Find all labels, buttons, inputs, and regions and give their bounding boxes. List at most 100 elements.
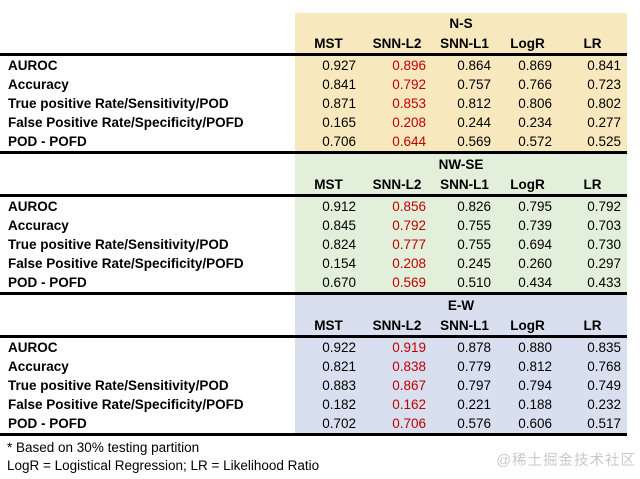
value-cell: 0.878 [457,340,491,355]
value-cell: 0.927 [322,58,356,73]
column-header-lr: LR [558,315,628,338]
column-header-row: MST SNN-L2 SNN-L1 LogR LR [0,174,628,197]
watermark: @稀土掘金技术社区 [496,453,636,469]
value-cell-highlighted: 0.856 [392,199,426,214]
metric-label: POD - POFD [0,132,295,154]
value-cell: 0.702 [295,414,362,436]
value-cell: 0.794 [518,378,552,393]
value-cell-highlighted: 0.896 [392,58,426,73]
table-row: Accuracy 0.845 0.792 0.755 0.739 0.703 [0,216,627,235]
value-cell: 0.517 [558,414,628,436]
metric-label: Accuracy [0,357,295,376]
table-row: POD - POFD 0.706 0.644 0.569 0.572 0.525 [0,132,628,154]
value-cell-highlighted: 0.208 [392,256,426,271]
value-cell: 0.749 [587,378,622,393]
value-cell: 0.841 [322,77,356,92]
value-cell: 0.912 [322,199,356,214]
metric-label: POD - POFD [0,273,295,295]
section-ns: N-S MST SNN-L2 SNN-L1 LogR LR AUROC 0.92… [0,13,628,154]
value-cell: 0.812 [457,96,491,111]
value-cell: 0.768 [587,359,622,374]
table-row: Accuracy 0.821 0.838 0.779 0.812 0.768 [0,357,627,376]
value-cell: 0.165 [322,115,356,130]
column-header-logr: LogR [497,315,558,338]
column-header-row: MST SNN-L2 SNN-L1 LogR LR [0,315,628,338]
value-cell: 0.723 [587,77,622,92]
column-header-mst: MST [295,174,362,197]
column-header-lr: LR [558,174,628,197]
value-cell-highlighted: 0.792 [392,218,426,233]
value-cell: 0.694 [518,237,552,252]
value-cell-highlighted: 0.919 [392,340,426,355]
metric-label: True positive Rate/Sensitivity/POD [0,94,295,113]
section-title-row: E-W [0,293,627,315]
value-cell: 0.510 [432,273,497,295]
value-cell-highlighted: 0.867 [392,378,426,393]
value-cell: 0.869 [518,58,552,73]
metric-label: AUROC [0,195,295,216]
column-header-mst: MST [295,33,362,56]
column-header-logr: LogR [497,174,558,197]
column-header-logr: LogR [497,33,558,56]
value-cell: 0.797 [457,378,491,393]
value-cell: 0.864 [457,58,491,73]
metric-label: True positive Rate/Sensitivity/POD [0,376,295,395]
footnote-testing-partition: * Based on 30% testing partition [7,440,200,455]
value-cell: 0.606 [497,414,558,436]
value-cell-highlighted: 0.706 [362,414,432,436]
column-header-snn-l2: SNN-L2 [362,33,432,56]
value-cell: 0.232 [587,397,622,412]
value-cell: 0.757 [457,77,491,92]
value-cell: 0.739 [518,218,552,233]
table-row: True positive Rate/Sensitivity/POD 0.871… [0,94,627,113]
value-cell: 0.766 [518,77,552,92]
value-cell: 0.880 [518,340,552,355]
table-row: Accuracy 0.841 0.792 0.757 0.766 0.723 [0,75,627,94]
spacer-cell [0,293,295,315]
value-cell: 0.795 [518,199,552,214]
value-cell: 0.845 [322,218,356,233]
column-header-snn-l2: SNN-L2 [362,174,432,197]
value-cell: 0.821 [322,359,356,374]
value-cell-highlighted: 0.777 [392,237,426,252]
spacer-cell [0,33,295,56]
value-cell-highlighted: 0.853 [392,96,426,111]
section-nw-se: NW-SE MST SNN-L2 SNN-L1 LogR LR AUROC 0.… [0,152,628,295]
value-cell: 0.260 [518,256,552,271]
value-cell: 0.182 [322,397,356,412]
value-cell: 0.871 [322,96,356,111]
column-header-row: MST SNN-L2 SNN-L1 LogR LR [0,33,628,56]
value-cell: 0.802 [587,96,622,111]
value-cell: 0.154 [322,256,356,271]
table-row: False Positive Rate/Specificity/POFD 0.1… [0,113,627,132]
section-title: N-S [449,15,473,31]
value-cell: 0.576 [432,414,497,436]
value-cell: 0.433 [558,273,628,295]
column-header-snn-l1: SNN-L1 [432,174,497,197]
value-cell: 0.824 [322,237,356,252]
column-header-lr: LR [558,33,628,56]
table-row: False Positive Rate/Specificity/POFD 0.1… [0,395,627,414]
column-header-snn-l1: SNN-L1 [432,315,497,338]
metric-label: False Positive Rate/Specificity/POFD [0,113,295,132]
table-row: False Positive Rate/Specificity/POFD 0.1… [0,254,627,273]
value-cell: 0.670 [295,273,362,295]
metric-label: AUROC [0,54,295,75]
value-cell: 0.806 [518,96,552,111]
table-row: True positive Rate/Sensitivity/POD 0.824… [0,235,627,254]
spacer-cell [0,13,295,33]
metric-label: True positive Rate/Sensitivity/POD [0,235,295,254]
value-cell-highlighted: 0.792 [392,77,426,92]
column-header-snn-l1: SNN-L1 [432,33,497,56]
value-cell: 0.277 [587,115,622,130]
metric-label: Accuracy [0,75,295,94]
value-cell-highlighted: 0.569 [362,273,432,295]
value-cell: 0.297 [587,256,622,271]
table-row: True positive Rate/Sensitivity/POD 0.883… [0,376,627,395]
value-cell: 0.245 [457,256,491,271]
value-cell: 0.221 [457,397,491,412]
value-cell: 0.922 [322,340,356,355]
spacer-cell [0,315,295,338]
value-cell: 0.812 [518,359,552,374]
section-title: E-W [447,297,475,313]
